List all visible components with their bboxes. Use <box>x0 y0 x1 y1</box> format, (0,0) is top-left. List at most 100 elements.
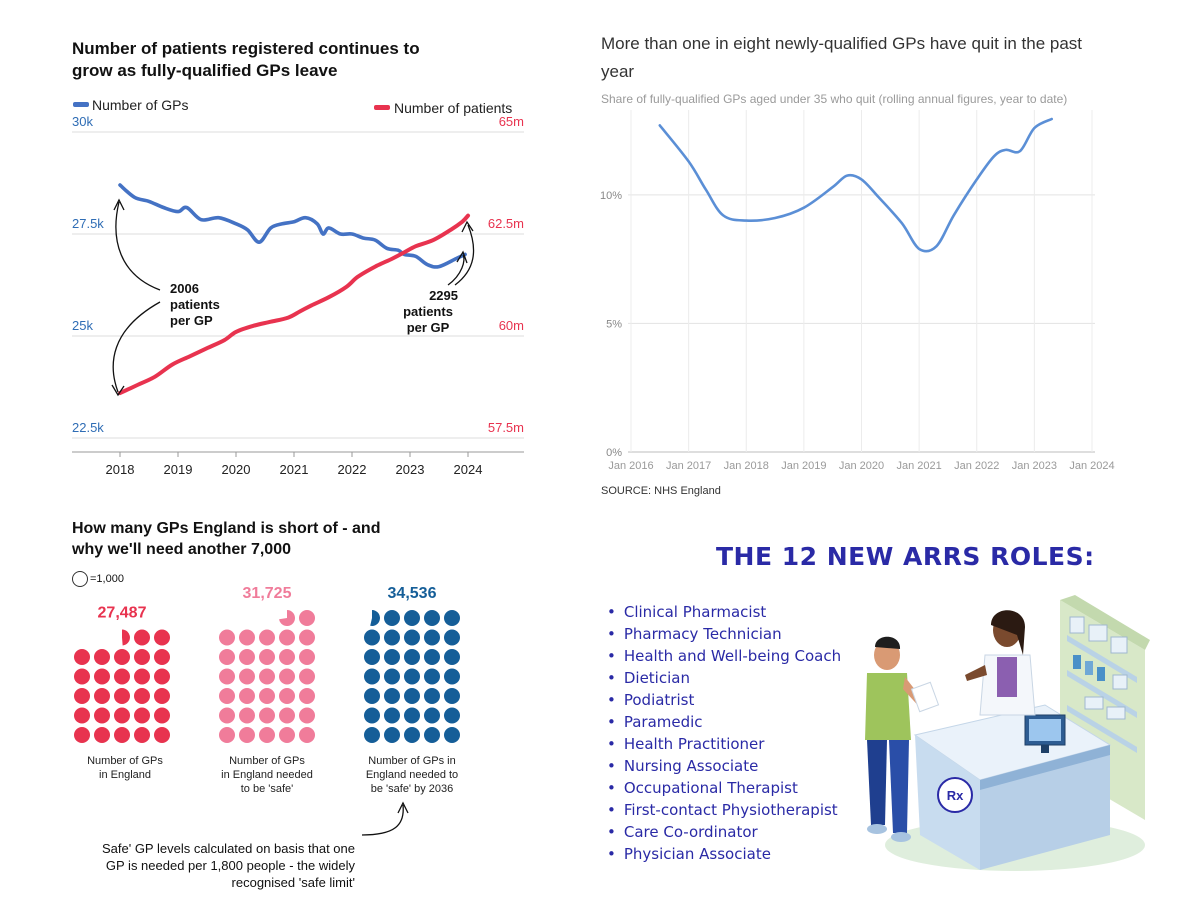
gp-dot <box>364 707 380 724</box>
gp-dot <box>299 610 315 626</box>
gp-dot <box>134 688 150 704</box>
arrs-role-item: Podiatrist <box>607 689 841 711</box>
gp-dot <box>239 727 255 743</box>
x-tick-label: Jan 2022 <box>954 460 999 472</box>
gp-dot <box>219 688 235 704</box>
x-tick-label: 2020 <box>222 462 251 477</box>
quit-x-axis: Jan 2016 Jan 2017 Jan 2018 Jan 2019 Jan 2020… <box>608 460 1114 472</box>
right-tick-label: 57.5m <box>488 420 524 435</box>
gp-dot <box>134 649 150 665</box>
right-tick-label: 60m <box>499 318 524 333</box>
svg-text:Rx: Rx <box>947 788 964 803</box>
gp-dot <box>74 727 90 743</box>
arrs-role-item: Pharmacy Technician <box>607 623 841 645</box>
gp-dot <box>424 649 440 665</box>
dot-key-circle-icon <box>72 571 88 587</box>
gp-dot <box>299 688 315 704</box>
x-tick-label: 2019 <box>164 462 193 477</box>
gp-dot <box>259 707 275 724</box>
x-tick-label: 2021 <box>280 462 309 477</box>
gp-dot <box>279 707 295 724</box>
dot-group: 34,536 <box>364 585 460 743</box>
gp-dot <box>444 688 460 704</box>
gp-dot <box>384 707 400 724</box>
arrs-role-item: Nursing Associate <box>607 755 841 777</box>
gp-dot <box>279 649 295 665</box>
gp-dot <box>259 629 275 646</box>
x-tick-label: Jan 2017 <box>666 460 711 472</box>
gp-dot <box>219 668 235 685</box>
dot-group-value: 31,725 <box>243 585 292 602</box>
annotation-arrows <box>111 198 475 397</box>
svg-text:Number of GPs: Number of GPs <box>92 97 188 113</box>
gp-dot <box>154 688 170 704</box>
gp-dot-partial <box>370 610 380 626</box>
safe-level-note: Safe' GP levels calculated on basis that… <box>101 841 355 890</box>
gp-dot <box>134 629 150 646</box>
legend-gps: Number of GPs <box>73 97 188 113</box>
gp-dot <box>259 649 275 665</box>
gp-dot <box>239 649 255 665</box>
gp-dot <box>219 727 235 743</box>
gp-dot <box>404 727 420 743</box>
rx-logo-icon <box>937 777 973 813</box>
x-tick-label: 2023 <box>396 462 425 477</box>
left-tick-label: 30k <box>72 114 93 129</box>
gp-dot <box>94 668 110 685</box>
gp-dot <box>154 727 170 743</box>
gp-dot <box>444 610 460 626</box>
x-tick-label: Jan 2018 <box>724 460 769 472</box>
gp-dot <box>219 707 235 724</box>
gp-dot <box>299 629 315 646</box>
gp-dot <box>364 629 380 646</box>
gp-dot <box>219 629 235 646</box>
gp-dot <box>444 707 460 724</box>
right-tick-label: 62.5m <box>488 216 524 231</box>
annotation-2006: 2006 patients per GP <box>170 281 220 328</box>
gp-dot <box>239 688 255 704</box>
shortage-title: How many GPs England is short of - and w… <box>72 520 381 558</box>
gp-dot <box>444 629 460 646</box>
gp-dot <box>134 727 150 743</box>
arrs-role-item: Health and Well-being Coach <box>607 645 841 667</box>
gp-dot <box>94 649 110 665</box>
gp-dot <box>279 688 295 704</box>
dot-group: 27,487 <box>74 605 170 743</box>
gp-dot <box>259 727 275 743</box>
arrs-role-item: First-contact Physiotherapist <box>607 799 841 821</box>
y-tick-label: 10% <box>600 190 622 202</box>
gp-dot <box>444 727 460 743</box>
quit-y-axis: 10% 5% 0% <box>600 190 622 459</box>
gp-dot <box>384 688 400 704</box>
gp-dot <box>444 649 460 665</box>
shelf-boxes <box>1067 616 1137 753</box>
gp-dot <box>74 688 90 704</box>
quit-chart: 10% 5% 0% Jan 2016 Jan 2017 Jan 2018 Jan 2019… <box>600 110 1115 472</box>
arrs-role-item: Care Co-ordinator <box>607 821 841 843</box>
gp-dot-partial <box>122 629 130 646</box>
x-tick-label: 2024 <box>454 462 483 477</box>
gp-right-axis: 65m 62.5m 60m 57.5m <box>488 114 524 435</box>
gp-dot <box>364 688 380 704</box>
arrs-role-item: Physician Associate <box>607 843 841 865</box>
gp-dot <box>404 610 420 626</box>
quit-gridlines <box>628 110 1095 453</box>
gp-dot <box>219 649 235 665</box>
y-tick-label: 0% <box>606 447 622 459</box>
y-tick-label: 5% <box>606 318 622 330</box>
gp-dot <box>74 707 90 724</box>
gp-dot <box>134 668 150 685</box>
quit-series-line <box>658 117 1053 253</box>
gp-dot <box>279 629 295 646</box>
gp-dot <box>154 707 170 724</box>
gp-dot <box>384 727 400 743</box>
quit-chart-title: More than one in eight newly-qualified G… <box>601 34 1083 81</box>
x-tick-label: 2022 <box>338 462 367 477</box>
dot-group-value: 27,487 <box>98 605 147 622</box>
gp-dot <box>114 668 130 685</box>
gp-dot <box>94 688 110 704</box>
x-tick-label: Jan 2023 <box>1012 460 1057 472</box>
gp-patients-chart: Number of GPs Number of patients 30k 27.5… <box>72 97 524 477</box>
gp-dot <box>404 649 420 665</box>
gp-dot <box>94 707 110 724</box>
